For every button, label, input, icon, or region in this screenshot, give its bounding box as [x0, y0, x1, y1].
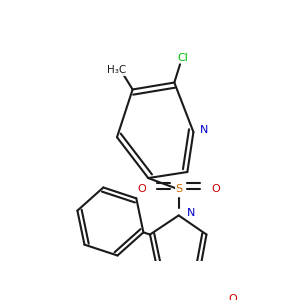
- Text: O: O: [137, 184, 146, 194]
- Text: N: N: [187, 208, 195, 218]
- Text: S: S: [175, 184, 182, 194]
- Text: H₃C: H₃C: [106, 65, 126, 75]
- Text: N: N: [200, 125, 208, 135]
- Text: O: O: [228, 294, 237, 300]
- Text: Cl: Cl: [178, 53, 189, 63]
- Text: O: O: [212, 184, 220, 194]
